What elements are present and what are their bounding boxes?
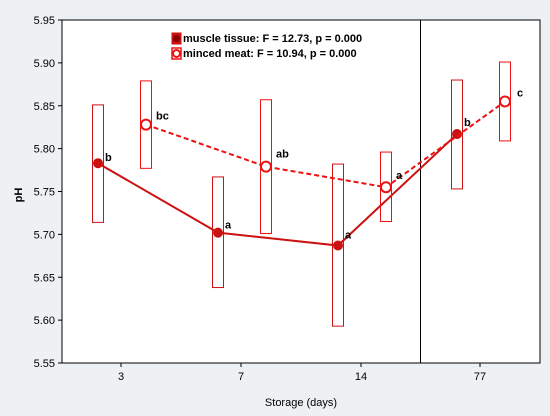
y-tick-label: 5.75: [34, 187, 55, 199]
y-tick-label: 5.55: [34, 358, 55, 370]
x-tick-label: 14: [355, 371, 367, 383]
data-point: [333, 240, 343, 251]
y-tick-label: 5.95: [34, 15, 55, 27]
data-point: [260, 160, 272, 173]
series-line: [145, 100, 506, 189]
x-tick-label: 77: [474, 371, 486, 383]
ci-box: [451, 79, 463, 190]
data-point: [499, 95, 511, 108]
significance-letter: a: [225, 220, 232, 232]
legend-label: muscle tissue: F = 12.73, p = 0.000: [183, 33, 362, 45]
y-tick-label: 5.80: [34, 144, 55, 156]
significance-letter: ab: [276, 149, 289, 161]
significance-letter: b: [105, 152, 112, 164]
y-tick-label: 5.60: [34, 315, 55, 327]
significance-letter: a: [345, 230, 352, 242]
x-axis: 3 7 14 77: [118, 363, 486, 383]
y-tick-label: 5.90: [34, 58, 55, 70]
x-tick-label: 7: [238, 371, 244, 383]
series-line: [97, 133, 458, 247]
y-tick-label: 5.65: [34, 272, 55, 284]
legend-label: minced meat: F = 10.94, p = 0.000: [183, 48, 357, 60]
data-point: [452, 129, 462, 140]
ci-box: [212, 176, 224, 289]
plot-area: [61, 19, 541, 364]
legend: muscle tissue: F = 12.73, p = 0.000 mince…: [171, 32, 362, 60]
significance-letter: a: [396, 170, 403, 182]
data-point: [140, 118, 152, 131]
data-point: [93, 158, 103, 169]
y-axis-title: pH: [13, 188, 25, 203]
y-axis: 5.55 5.60 5.65 5.70 5.75 5.80 5.85 5.90 5.95: [34, 15, 62, 370]
y-tick-label: 5.85: [34, 101, 55, 113]
significance-letter: bc: [156, 111, 169, 123]
data-point: [380, 181, 392, 194]
x-axis-title: Storage (days): [265, 397, 337, 409]
data-point: [213, 227, 223, 238]
legend-marker: [173, 35, 180, 42]
legend-marker: [172, 49, 181, 58]
x-tick-label: 3: [118, 371, 124, 383]
significance-letter: c: [517, 87, 523, 99]
y-tick-label: 5.70: [34, 229, 55, 241]
significance-letter: b: [464, 117, 471, 129]
ci-box: [92, 104, 104, 223]
